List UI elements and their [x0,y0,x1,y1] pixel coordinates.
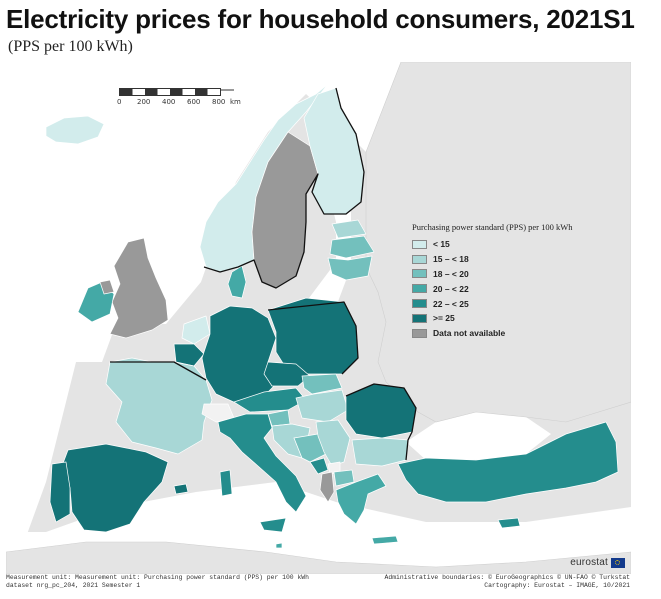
legend-swatch [412,284,427,294]
country-italy-sardinia [219,469,233,497]
scale-unit: km [230,98,241,106]
footer-cartography: Cartography: Eurostat – IMAGE, 10/2021 [484,582,630,589]
legend-label: < 15 [433,239,450,250]
legend-label: 20 – < 22 [433,283,469,294]
country-poland [267,297,359,375]
non-reporting-land-south [6,541,631,574]
country-turkey [397,421,619,503]
legend-swatch [412,313,427,323]
legend-item: 20 – < 22 [412,281,617,296]
country-latvia [329,235,375,259]
footer-measurement-unit: Measurement unit: Measurement unit: Purc… [6,574,309,581]
scale-tick: 400 [162,98,176,106]
country-netherlands [181,315,211,345]
legend-swatch [412,328,427,338]
footer-left: Measurement unit: Measurement unit: Purc… [6,574,309,590]
country-north-macedonia [333,469,355,487]
sea-black [406,412,551,460]
country-hungary [295,389,349,423]
eu-border-outline [203,87,365,289]
map-title: Electricity prices for household consume… [6,4,635,34]
country-greece-crete [371,535,399,545]
region-northern-ireland [99,279,115,295]
legend-swatch [412,299,427,309]
country-spain-balearic [173,483,189,495]
scale-tick: 800 [212,98,226,106]
eu-flag-icon [611,557,625,568]
legend-item: 18 – < 20 [412,267,617,282]
legend-swatch [412,239,427,249]
country-slovakia [301,373,343,395]
country-montenegro [309,457,329,475]
country-united-kingdom [109,237,169,339]
legend-label: >= 25 [433,313,455,324]
map-frame: Purchasing power standard (PPS) per 100 … [6,62,631,574]
eurostat-logo: eurostat [570,557,625,568]
eu-border-outline-south [110,301,417,461]
country-iceland [45,115,105,145]
map-legend: Purchasing power standard (PPS) per 100 … [412,222,617,341]
legend-item: Data not available [412,326,617,341]
scale-bar-strip [119,88,221,96]
scale-bar: 0 200 400 600 800 km [116,86,241,112]
legend-item: 15 – < 18 [412,252,617,267]
scale-tick: 600 [187,98,201,106]
country-germany [201,305,277,405]
country-bulgaria [351,437,409,467]
country-denmark [227,265,247,299]
eurostat-logo-text: eurostat [570,557,608,568]
country-czechia [263,361,311,387]
footer-right: Administrative boundaries: © EuroGeograp… [385,574,630,590]
legend-item: < 15 [412,237,617,252]
legend-label: 15 – < 18 [433,254,469,265]
legend-swatch [412,269,427,279]
scale-tick: 0 [117,98,122,106]
country-france [105,357,213,455]
country-slovenia [267,409,291,427]
map-subtitle: (PPS per 100 kWh) [8,38,133,55]
country-bosnia-herzegovina [293,433,327,463]
country-albania [319,471,335,503]
country-italy-sicily [259,517,287,533]
country-greece [335,473,387,525]
legend-label: 18 – < 20 [433,268,469,279]
footer-boundaries: Administrative boundaries: © EuroGeograp… [384,574,630,581]
footer-dataset: dataset nrg_pc_204, 2021 Semester 1 [6,582,141,589]
country-estonia [331,219,367,239]
legend-label: 22 – < 25 [433,298,469,309]
europe-map [6,62,631,574]
scale-tick: 200 [137,98,151,106]
legend-label: Data not available [433,328,506,339]
legend-item: >= 25 [412,311,617,326]
sea [6,62,401,542]
country-cyprus [497,517,521,529]
country-lithuania [327,255,373,281]
country-portugal [49,461,71,523]
legend-item: 22 – < 25 [412,296,617,311]
country-malta [275,542,283,549]
country-belgium [173,343,205,367]
legend-title: Purchasing power standard (PPS) per 100 … [412,222,573,232]
country-italy [217,413,307,513]
legend-swatch [412,254,427,264]
